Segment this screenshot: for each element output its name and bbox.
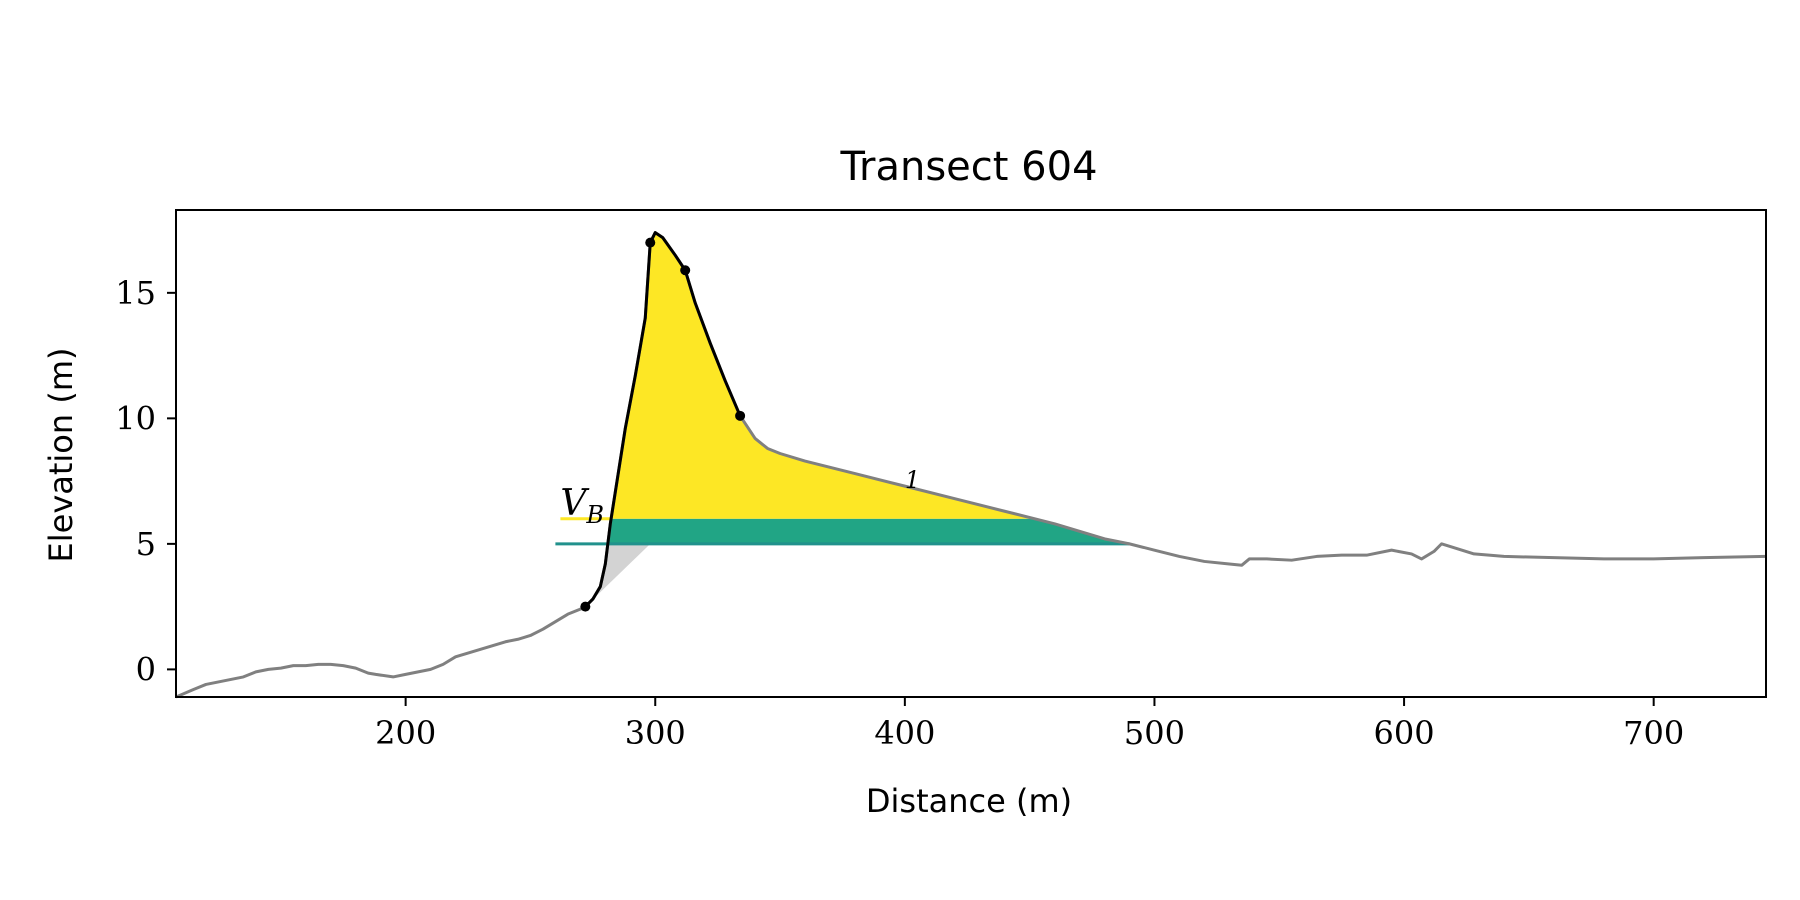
dune-point-3 xyxy=(735,410,746,421)
dune-point-2 xyxy=(680,265,691,276)
x-tick-label-1: 300 xyxy=(625,714,686,752)
x-tick-label-4: 600 xyxy=(1374,714,1435,752)
x-tick-label-5: 700 xyxy=(1623,714,1684,752)
chart-title: Transect 604 xyxy=(839,144,1097,190)
plot-area: VB 1 xyxy=(175,231,1767,699)
toe-wedge-fill xyxy=(585,543,651,607)
dune-line xyxy=(584,231,742,608)
x-tick-label-3: 500 xyxy=(1124,714,1185,752)
x-tick-label-0: 200 xyxy=(375,714,436,752)
axes-frame xyxy=(175,209,1767,698)
dune-point-1 xyxy=(645,237,656,248)
x-axis-label: Distance (m) xyxy=(866,782,1072,820)
vb-annotation: VB xyxy=(560,483,604,529)
x-tick-label-2: 400 xyxy=(874,714,935,752)
slope-annotation: 1 xyxy=(905,466,920,494)
y-tick-label-2: 10 xyxy=(115,399,156,437)
dune-point-0 xyxy=(580,601,591,612)
vb-volume-fill xyxy=(611,232,1035,519)
y-axis-label: Elevation (m) xyxy=(42,348,80,563)
teal-band-fill xyxy=(607,518,1130,544)
vb-annotation-subscript: B xyxy=(585,501,604,529)
y-tick-label-0: 0 xyxy=(136,650,156,688)
y-tick-label-3: 15 xyxy=(115,274,156,312)
axis-ticks: 200 300 400 500 600 700 0 5 10 15 xyxy=(115,274,1684,752)
profile-line xyxy=(175,231,1767,699)
y-tick-label-1: 5 xyxy=(136,525,156,563)
